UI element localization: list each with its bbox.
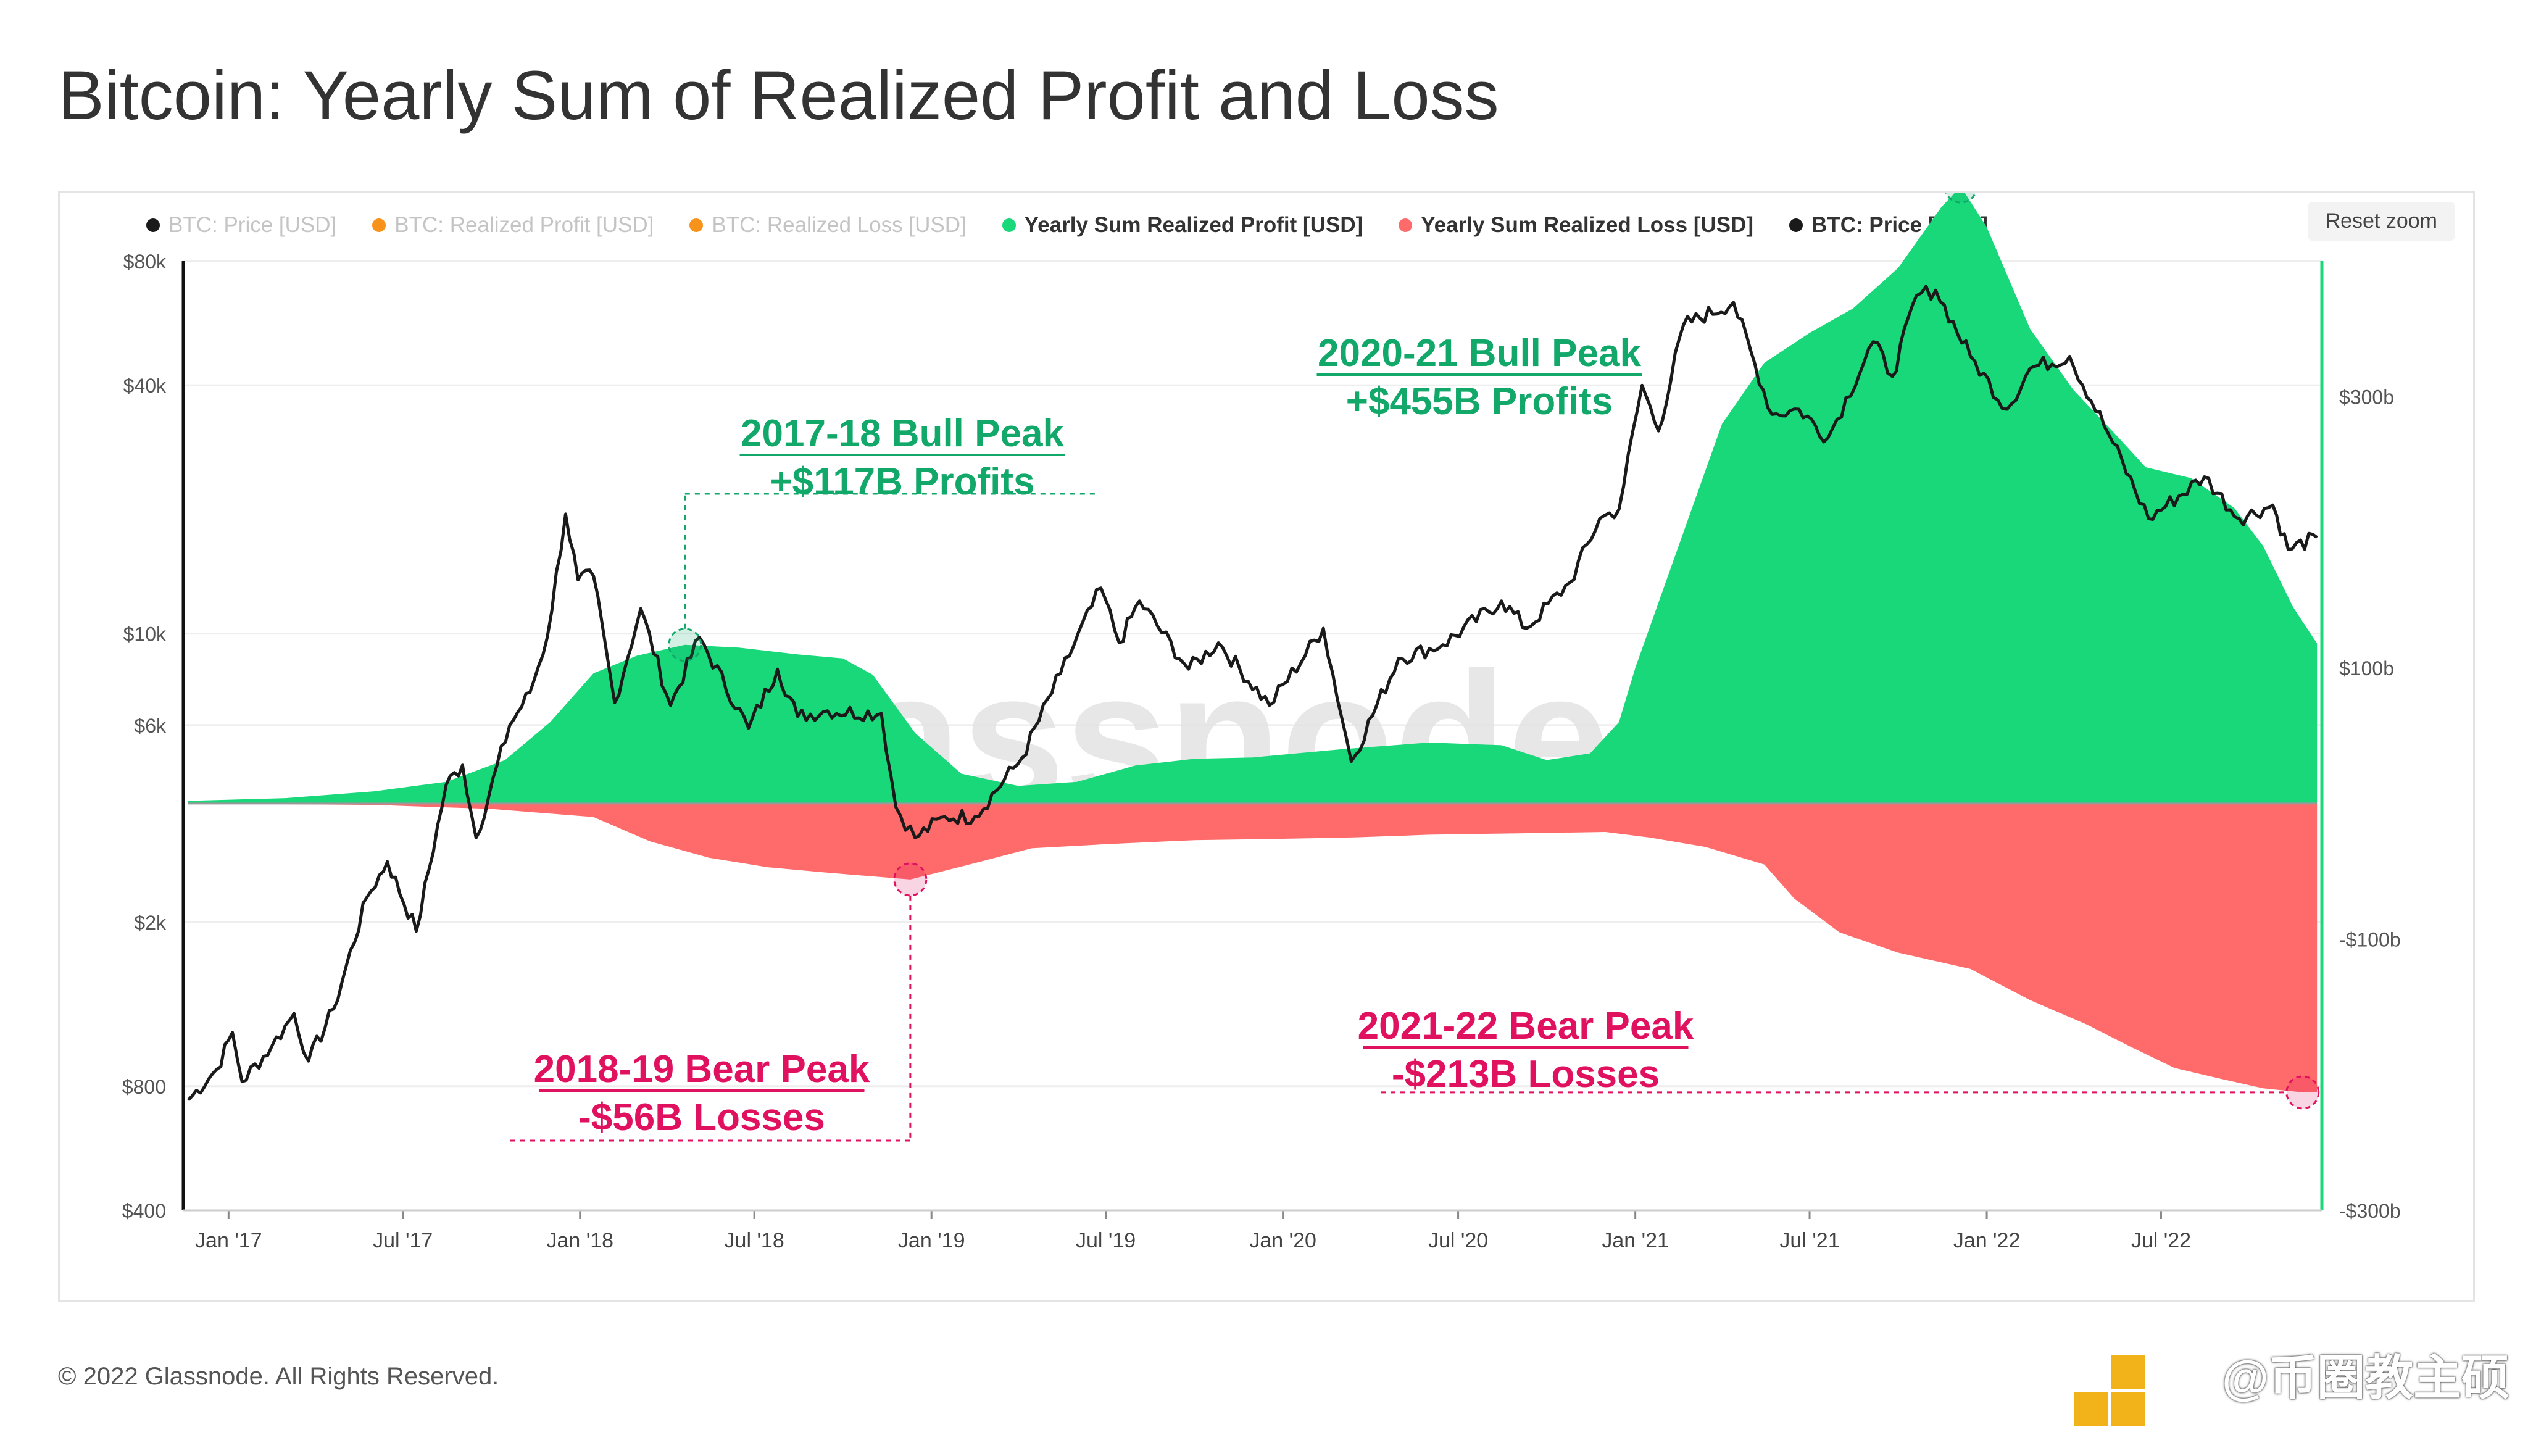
x-tick-label: Jul '18 [725, 1229, 784, 1252]
x-tick-label: Jul '19 [1076, 1229, 1136, 1252]
loss-area-series [188, 803, 2318, 1092]
legend-item[interactable]: Yearly Sum Realized Profit [USD] [1002, 213, 1363, 238]
legend-item[interactable]: Yearly Sum Realized Loss [USD] [1399, 213, 1753, 238]
y-right-tick-label: -$300b [2339, 1200, 2401, 1222]
reset-zoom-button[interactable]: Reset zoom [2308, 202, 2455, 241]
axis-layer: $80k $40k $10k $6k $2k $800 $400 $300b $100b -$10… [122, 251, 2401, 1252]
annotation-bull-peak: 2020-21 Bull Peak +$455B Profits [1316, 193, 1977, 423]
y-right-tick-label: $100b [2339, 657, 2394, 680]
legend: BTC: Price [USD] BTC: Realized Profit [US… [146, 213, 1988, 238]
y-left-tick-label: $10k [123, 623, 167, 646]
page-title: Bitcoin: Yearly Sum of Realized Profit a… [58, 57, 1499, 134]
area-layer [188, 193, 2318, 1092]
annotation-value: -$213B Losses [1392, 1053, 1660, 1096]
legend-label: BTC: Realized Profit [USD] [394, 213, 654, 237]
annotation-bear-peak: 2018-19 Bear Peak -$56B Losses [510, 862, 928, 1142]
legend-dot-icon [372, 218, 386, 232]
x-tick-label: Jul '20 [1428, 1229, 1488, 1252]
annotation-value: +$455B Profits [1346, 380, 1613, 423]
annotation-value: +$117B Profits [770, 460, 1034, 503]
annotation-bear-peak: 2021-22 Bear Peak -$213B Losses [1358, 1005, 2320, 1110]
x-tick-label: Jan '21 [1602, 1229, 1669, 1252]
annotation-title: 2018-19 Bear Peak [534, 1048, 870, 1091]
copyright-footer: © 2022 Glassnode. All Rights Reserved. [58, 1363, 499, 1390]
peak-marker [893, 862, 928, 897]
chart-card: BTC: Price [USD] BTC: Realized Profit [US… [58, 191, 2475, 1302]
annotation-title: 2020-21 Bull Peak [1318, 332, 1641, 375]
legend-dot-icon [1002, 218, 1016, 232]
annotation-layer: 2017-18 Bull Peak +$117B Profits 2020-21 B… [510, 193, 2320, 1142]
legend-item[interactable]: BTC: Realized Loss [USD] [689, 213, 967, 238]
peak-marker [668, 628, 702, 662]
y-right-tick-label: $300b [2339, 386, 2394, 409]
legend-item[interactable]: BTC: Price [USD] [146, 213, 336, 238]
y-left-tick-label: $800 [122, 1076, 166, 1098]
btc-price-line [187, 285, 2318, 1102]
annotation-title: 2021-22 Bear Peak [1358, 1005, 1694, 1047]
legend-dot-icon [1789, 218, 1803, 232]
y-right-tick-label: -$100b [2339, 929, 2401, 951]
y-left-tick-label: $6k [134, 715, 167, 737]
legend-dot-icon [1399, 218, 1413, 232]
legend-item[interactable]: BTC: Realized Profit [USD] [372, 213, 654, 238]
y-left-tick-label: $400 [122, 1200, 166, 1222]
legend-label: Yearly Sum Realized Profit [USD] [1024, 213, 1363, 237]
x-tick-label: Jul '21 [1779, 1229, 1839, 1252]
annotation-value: -$56B Losses [578, 1096, 825, 1139]
x-tick-label: Jan '19 [898, 1229, 965, 1252]
jinse-logo-icon [2074, 1355, 2145, 1426]
x-tick-label: Jan '22 [1953, 1229, 2021, 1252]
profit-area-series [188, 193, 2318, 804]
peak-marker [2285, 1075, 2320, 1110]
peak-marker [1945, 193, 1977, 204]
x-tick-label: Jan '18 [546, 1229, 613, 1252]
legend-dot-icon [689, 218, 704, 232]
y-left-tick-label: $40k [123, 375, 167, 397]
legend-label: BTC: Price [USD] [168, 213, 337, 237]
legend-label: BTC: Realized Loss [USD] [712, 213, 967, 237]
price-layer [187, 285, 2318, 1102]
annotation-title: 2017-18 Bull Peak [741, 412, 1064, 455]
x-tick-label: Jul '17 [373, 1229, 433, 1252]
x-tick-label: Jan '17 [195, 1229, 262, 1252]
y-left-tick-label: $80k [123, 251, 167, 273]
y-left-tick-label: $2k [134, 912, 167, 934]
annotation-bull-peak: 2017-18 Bull Peak +$117B Profits [668, 412, 1097, 662]
chart-svg: glassnode $80k$40k$10k$6k$2k$800$400$300… [122, 193, 2401, 1252]
x-tick-label: Jul '22 [2131, 1229, 2191, 1252]
legend-dot-icon [146, 218, 160, 232]
x-tick-label: Jan '20 [1249, 1229, 1316, 1252]
legend-label: Yearly Sum Realized Loss [USD] [1421, 213, 1754, 237]
corner-watermark-text: @币圈教主硕 [2221, 1350, 2509, 1405]
